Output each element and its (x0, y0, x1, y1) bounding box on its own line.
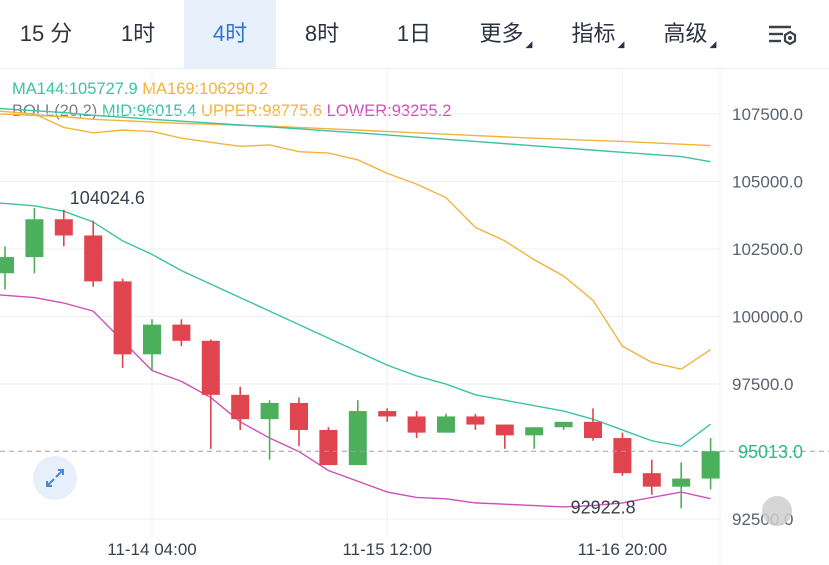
series-line-ma144 (0, 107, 711, 163)
candle-body (260, 402, 279, 420)
tab-label: 指标 (571, 21, 616, 46)
x-tick-label: 11-16 20:00 (578, 540, 667, 559)
candle-body (290, 402, 308, 430)
candle-body (319, 429, 338, 466)
series-line-lower (0, 294, 711, 508)
y-tick-label: 100000.0 (732, 308, 803, 327)
series-line-ma169 (0, 113, 711, 147)
tab-label: 4时 (212, 21, 248, 46)
dropdown-corner-icon: ◢ (709, 39, 717, 49)
expand-icon (46, 469, 64, 487)
ma144-label: MA144:105727.9 (12, 80, 138, 98)
chart-settings-icon[interactable] (757, 18, 807, 52)
expand-button[interactable] (33, 456, 77, 500)
x-tick-label: 11-15 12:00 (342, 540, 431, 559)
candle-body (466, 416, 485, 425)
tab-more[interactable]: 更多 ◢ (460, 0, 552, 68)
tab-label: 1时 (120, 21, 156, 46)
candle-body (348, 411, 367, 466)
tab-indicators[interactable]: 指标 ◢ (552, 0, 644, 68)
boll-mid-label: MID:96015.4 (101, 102, 197, 120)
candle-body (407, 416, 426, 433)
boll-lower-label: LOWER:93255.2 (326, 102, 452, 120)
x-tick-label: 11-14 04:00 (107, 540, 196, 559)
candle-body (495, 424, 514, 436)
candle-body (54, 219, 73, 236)
y-tick-label: 107500.0 (732, 105, 803, 124)
candle-body (701, 451, 720, 479)
y-tick-label: 97500.0 (732, 375, 793, 394)
tab-4h[interactable]: 4时 (184, 0, 276, 68)
candle-body (201, 340, 220, 395)
tab-1d[interactable]: 1日 (368, 0, 460, 68)
candle-body (84, 235, 103, 282)
candle-body (113, 281, 132, 355)
tab-label: 8时 (304, 21, 340, 46)
boll-upper-label: UPPER:98775.6 (200, 102, 323, 120)
candle-body (642, 473, 661, 487)
tab-15min[interactable]: 15 分 (0, 0, 92, 68)
candle-body (0, 257, 14, 274)
low-price-annotation: 92922.8 (571, 498, 636, 518)
tab-advanced[interactable]: 高级 ◢ (644, 0, 736, 68)
tab-1h[interactable]: 1时 (92, 0, 184, 68)
scroll-handle[interactable] (762, 496, 792, 526)
candle-body (525, 427, 544, 436)
ma-legend: MA144:105727.9 MA169:106290.2 (12, 80, 268, 99)
current-price-label: 95013.0 (738, 442, 803, 462)
candle-body (554, 421, 573, 428)
y-tick-label: 105000.0 (732, 172, 803, 191)
interval-tab-bar: 15 分 1时 4时 8时 1日 更多 ◢ 指标 ◢ 高级 ◢ (0, 0, 829, 69)
dropdown-corner-icon: ◢ (525, 39, 533, 49)
candle-body (584, 421, 602, 439)
candle-body (437, 416, 455, 433)
candle-body (231, 394, 250, 420)
y-tick-label: 102500.0 (732, 240, 803, 259)
high-price-annotation: 104024.6 (70, 188, 145, 208)
series-line-upper (0, 110, 711, 370)
candle-body (25, 219, 44, 258)
candle-body (613, 438, 632, 474)
candlestick-chart[interactable]: 107500.0 105000.0 102500.0 100000.0 97500.0 9… (0, 68, 829, 565)
tab-8h[interactable]: 8时 (276, 0, 368, 68)
dropdown-corner-icon: ◢ (617, 39, 625, 49)
tab-label: 高级 (663, 21, 708, 46)
candle-body (378, 411, 397, 417)
ma169-label: MA169:106290.2 (142, 80, 268, 98)
candle-body (143, 324, 161, 355)
candle-body (172, 324, 191, 341)
tab-label: 1日 (396, 21, 432, 46)
tab-label: 15 分 (19, 21, 73, 46)
tab-label: 更多 (479, 21, 524, 46)
candle-body (672, 478, 691, 487)
